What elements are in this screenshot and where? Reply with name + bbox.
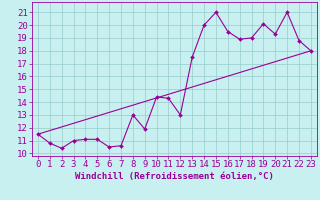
X-axis label: Windchill (Refroidissement éolien,°C): Windchill (Refroidissement éolien,°C): [75, 172, 274, 181]
